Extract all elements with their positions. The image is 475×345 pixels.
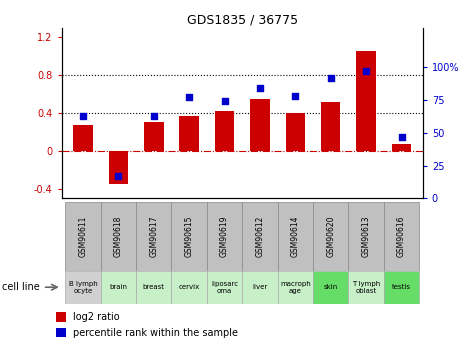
FancyBboxPatch shape [136,271,171,304]
Text: breast: breast [143,284,165,290]
FancyBboxPatch shape [101,202,136,271]
Text: GSM90619: GSM90619 [220,216,229,257]
FancyBboxPatch shape [65,202,101,271]
Text: skin: skin [323,284,338,290]
Text: liver: liver [252,284,267,290]
Text: liposarc
oma: liposarc oma [211,281,238,294]
Bar [180,116,199,151]
FancyBboxPatch shape [242,271,278,304]
Text: GSM90611: GSM90611 [78,216,87,257]
FancyBboxPatch shape [101,271,136,304]
Point [185,95,193,100]
Point [256,85,264,91]
Text: B lymph
ocyte: B lymph ocyte [68,281,97,294]
Point [114,173,122,179]
Title: GDS1835 / 36775: GDS1835 / 36775 [187,13,298,27]
Text: GSM90618: GSM90618 [114,216,123,257]
FancyBboxPatch shape [313,202,349,271]
Text: testis: testis [392,284,411,290]
Bar [285,113,305,151]
Text: GSM90616: GSM90616 [397,216,406,257]
Bar [56,328,66,337]
FancyBboxPatch shape [242,202,278,271]
Text: GSM90612: GSM90612 [256,216,265,257]
FancyBboxPatch shape [349,202,384,271]
Text: brain: brain [109,284,127,290]
Bar [392,144,411,151]
Bar [109,151,128,184]
Text: macroph
age: macroph age [280,281,311,294]
Text: T lymph
oblast: T lymph oblast [352,281,380,294]
Text: cell line: cell line [2,282,40,292]
Text: GSM90617: GSM90617 [149,216,158,257]
Bar [356,51,376,151]
Bar [144,122,163,151]
FancyBboxPatch shape [313,271,349,304]
Text: GSM90613: GSM90613 [361,216,371,257]
FancyBboxPatch shape [136,202,171,271]
Bar [73,125,93,151]
Bar [215,111,234,151]
FancyBboxPatch shape [207,202,242,271]
FancyBboxPatch shape [278,202,313,271]
Text: GSM90620: GSM90620 [326,216,335,257]
Text: GSM90615: GSM90615 [185,216,194,257]
Point [221,98,228,104]
Text: GSM90614: GSM90614 [291,216,300,257]
FancyBboxPatch shape [171,202,207,271]
Text: log2 ratio: log2 ratio [73,312,119,322]
Point [292,93,299,99]
Text: percentile rank within the sample: percentile rank within the sample [73,328,238,337]
FancyBboxPatch shape [65,271,101,304]
FancyBboxPatch shape [207,271,242,304]
FancyBboxPatch shape [278,271,313,304]
Text: cervix: cervix [179,284,200,290]
Point [79,113,87,118]
Bar [250,99,270,151]
Point [150,113,158,118]
Bar [321,102,341,151]
FancyBboxPatch shape [384,202,419,271]
Point [362,68,370,74]
FancyBboxPatch shape [384,271,419,304]
Point [398,134,405,139]
Point [327,75,334,80]
FancyBboxPatch shape [171,271,207,304]
FancyBboxPatch shape [349,271,384,304]
Bar [56,312,66,322]
